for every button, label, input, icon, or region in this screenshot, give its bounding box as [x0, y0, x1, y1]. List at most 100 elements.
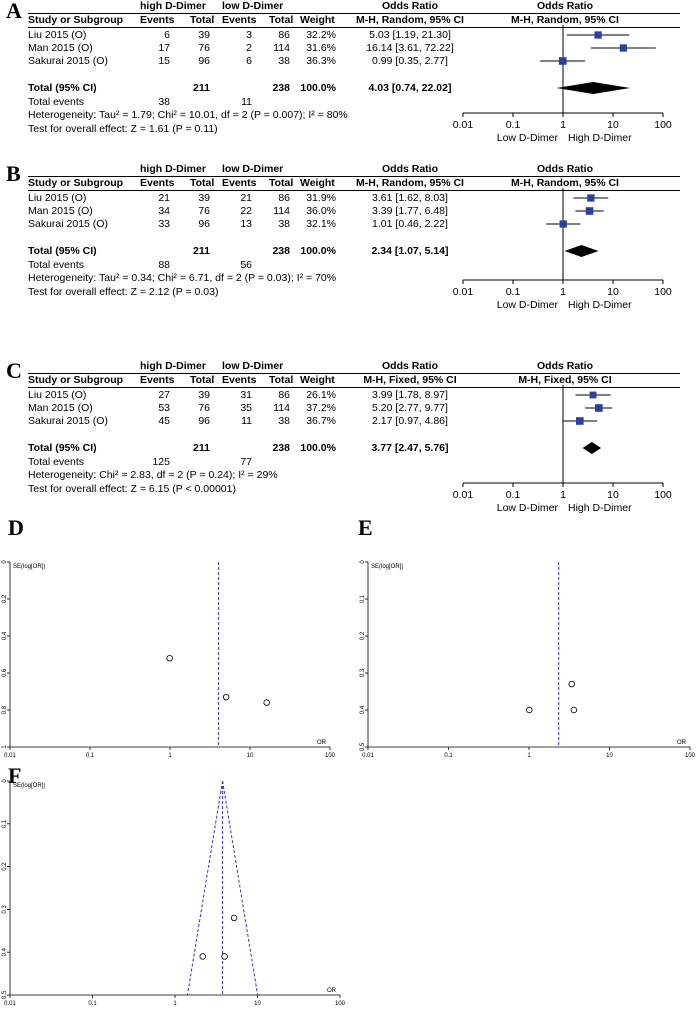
panel-label: C: [6, 358, 22, 383]
method-header: M-H, Random, 95% CI: [356, 177, 464, 189]
subheader-rule: [28, 387, 680, 388]
study-point: [570, 706, 578, 714]
weight-header: Weight: [300, 374, 335, 386]
total-high: 39: [198, 389, 210, 401]
x-tick-label: 100: [335, 1001, 346, 1007]
y-tick-label: 0.3: [2, 905, 8, 914]
axis-tick-label: 0.1: [505, 119, 521, 131]
weight-value: 26.1%: [306, 389, 336, 401]
study-point-estimate: [594, 31, 602, 39]
funnel-plot-D: D 0 0.2 0.4 0.6 0.8 1 0.01 0.1 1 10 100 SE(log[OR])…: [0, 515, 350, 759]
total-weight: 100.0%: [300, 245, 336, 257]
x-tick-label: 1: [527, 753, 531, 759]
study-col-header: Study or Subgroup: [28, 177, 124, 189]
events-low: 13: [240, 218, 252, 230]
header-rule: [28, 176, 680, 177]
y-tick-label: 0.3: [360, 668, 366, 677]
total-weight: 100.0%: [300, 82, 336, 94]
axis-tick-label: 0.1: [505, 286, 521, 298]
panel-label: A: [6, 0, 22, 23]
events-low-header: Events: [222, 14, 257, 26]
weight-header: Weight: [300, 177, 335, 189]
events-high: 53: [158, 402, 170, 414]
total-low: 86: [278, 29, 290, 41]
x-tick-label: 100: [685, 753, 696, 759]
study-col-header: Study or Subgroup: [28, 14, 124, 26]
header-rule: [28, 13, 680, 14]
axis-tick-label: 10: [607, 489, 619, 501]
heterogeneity-text: Heterogeneity: Tau² = 0.34; Chi² = 6.71,…: [28, 272, 337, 284]
y-tick-label: 0.5: [2, 990, 8, 999]
total-label: Total (95% CI): [28, 442, 97, 454]
or-ci-value: 0.99 [0.35, 2.77]: [372, 55, 448, 67]
method-plot-header: M-H, Random, 95% CI: [511, 14, 619, 26]
x-tick-label: 1: [168, 753, 172, 759]
study-point: [166, 654, 173, 662]
x-tick-label: 0.01: [4, 1001, 16, 1007]
y-tick-label: 0.8: [2, 705, 8, 714]
weight-value: 32.1%: [306, 218, 336, 230]
total-events-low: 56: [240, 259, 252, 271]
group-low-header: low D-Dimer: [222, 163, 284, 175]
favours-left-label: Low D-Dimer: [496, 502, 558, 514]
study-name: Sakurai 2015 (O): [28, 415, 108, 427]
weight-value: 32.2%: [306, 29, 336, 41]
x-axis-title: OR: [317, 740, 327, 746]
y-tick-label: 0: [2, 779, 8, 783]
y-tick-label: 0.5: [360, 742, 366, 751]
study-point-estimate: [594, 404, 603, 412]
or-ci-value: 1.01 [0.46, 2.22]: [372, 218, 448, 230]
or-ci-value: 16.14 [3.61, 72.22]: [366, 42, 454, 54]
method-header: M-H, Random, 95% CI: [356, 14, 464, 26]
y-axis-title: SE(log[OR]): [13, 783, 45, 789]
axis-tick-label: 10: [607, 119, 619, 131]
study-name: Sakurai 2015 (O): [28, 55, 108, 67]
funnel-left-limit: [186, 780, 224, 996]
favours-left-label: Low D-Dimer: [496, 299, 558, 311]
weight-value: 31.9%: [306, 192, 336, 204]
heterogeneity-text: Heterogeneity: Tau² = 1.79; Chi² = 10.01…: [28, 109, 348, 121]
total-events-high: 125: [152, 456, 170, 468]
y-tick-label: 0.6: [2, 668, 8, 677]
total-low-header: Total: [269, 374, 294, 386]
method-header: M-H, Fixed, 95% CI: [363, 374, 457, 386]
events-low: 11: [241, 415, 252, 427]
events-low: 2: [246, 42, 252, 54]
or-ci-value: 3.39 [1.77, 6.48]: [372, 205, 448, 217]
study-name: Liu 2015 (O): [28, 389, 87, 401]
x-tick-label: 1: [173, 1001, 177, 1007]
total-low: 114: [273, 42, 290, 54]
weight-value: 36.3%: [306, 55, 336, 67]
favours-right-label: High D-Dimer: [568, 502, 632, 514]
funnel-plot-area: 0 0.1 0.2 0.3 0.4 0.5 0.01 0.1 1 10 100 SE(log[OR])…: [2, 779, 346, 1007]
axis-tick-label: 100: [654, 119, 672, 131]
events-high-header: Events: [140, 177, 175, 189]
events-low: 3: [246, 29, 252, 41]
total-events-label: Total events: [28, 259, 85, 271]
study-point: [222, 693, 230, 701]
total-high: 76: [198, 205, 210, 217]
study-point-estimate: [619, 44, 628, 52]
study-point-estimate: [559, 220, 567, 228]
weight-value: 36.7%: [306, 415, 336, 427]
x-axis-title: OR: [677, 740, 687, 746]
or-title: Odds Ratio: [381, 360, 438, 372]
x-tick-label: 0.01: [4, 753, 16, 759]
group-high-header: high D-Dimer: [140, 0, 206, 12]
or-ci-value: 3.61 [1.62, 8.03]: [372, 192, 448, 204]
axis-tick-label: 0.01: [452, 489, 474, 501]
group-low-header: low D-Dimer: [222, 360, 284, 372]
total-low: 114: [273, 402, 290, 414]
total-low: 238: [272, 245, 290, 257]
x-tick-label: 0.1: [88, 1001, 97, 1007]
study-point-estimate: [576, 417, 584, 425]
panel-label: D: [8, 515, 24, 540]
or-title: Odds Ratio: [381, 0, 438, 12]
events-high: 34: [158, 205, 170, 217]
total-low: 238: [272, 442, 290, 454]
forest-plot-area: [462, 385, 664, 487]
events-low: 22: [240, 205, 252, 217]
method-plot-header: M-H, Fixed, 95% CI: [518, 374, 612, 386]
total-ci: 3.77 [2.47, 5.76]: [371, 442, 449, 454]
study-point: [526, 706, 533, 714]
